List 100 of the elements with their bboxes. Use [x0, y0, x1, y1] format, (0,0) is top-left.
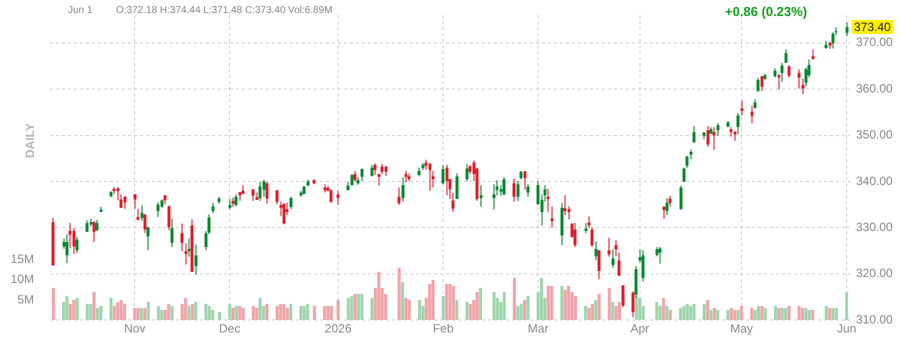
- bar: [404, 298, 408, 320]
- bar: [550, 286, 554, 320]
- bar: [452, 286, 455, 320]
- bar: [232, 308, 235, 320]
- bar: [370, 298, 374, 320]
- bar: [804, 308, 808, 320]
- bar: [516, 306, 520, 320]
- bar: [787, 306, 791, 320]
- bar: [777, 308, 780, 320]
- bar: [204, 304, 208, 320]
- y2-tick-label: 15M: [10, 252, 34, 266]
- bar: [92, 292, 96, 320]
- y2-tick-label: 10M: [10, 272, 34, 286]
- bar: [330, 306, 333, 320]
- bar: [756, 306, 760, 320]
- bar: [167, 304, 170, 320]
- bar: [455, 300, 458, 320]
- y-tick-label: 340.00: [856, 174, 894, 188]
- bar: [89, 304, 92, 320]
- bar: [160, 310, 164, 320]
- bar: [478, 288, 482, 320]
- x-tick-label: Nov: [124, 322, 146, 336]
- bar: [350, 296, 354, 320]
- bar: [109, 298, 113, 320]
- bar: [258, 298, 262, 320]
- bar: [736, 310, 740, 320]
- bar: [360, 294, 364, 320]
- bar: [238, 306, 242, 320]
- bar: [523, 300, 526, 320]
- bar: [709, 310, 713, 320]
- bar: [611, 302, 614, 320]
- y2-tick-label: 5M: [17, 292, 34, 306]
- text: 373.40: [852, 20, 893, 34]
- bar: [689, 306, 692, 320]
- annotation: Vol:6.89M: [288, 4, 332, 17]
- bar: [712, 308, 716, 320]
- bar: [302, 306, 306, 320]
- bar: [323, 306, 326, 320]
- y-tick-label: 350.00: [856, 128, 894, 142]
- bar: [68, 304, 72, 320]
- bar: [112, 306, 116, 320]
- bar: [286, 308, 289, 320]
- annotation: O:372.18 H:374.44 L:371.48 C:373.40: [116, 4, 286, 17]
- bar: [740, 306, 744, 320]
- bar: [194, 302, 198, 320]
- bar: [326, 306, 330, 320]
- bar: [211, 310, 214, 320]
- bar: [520, 304, 523, 320]
- annotation: Jun 1: [68, 4, 92, 17]
- bar: [65, 296, 68, 320]
- bar: [754, 310, 757, 320]
- bar: [448, 284, 452, 320]
- bar: [655, 302, 658, 320]
- bar: [733, 310, 736, 320]
- candlestick: [480, 185, 482, 207]
- bar: [750, 308, 754, 320]
- x-tick-label: May: [730, 322, 753, 336]
- bar: [289, 304, 292, 320]
- bar: [594, 300, 598, 320]
- text: DAILY: [23, 123, 37, 158]
- bar: [187, 306, 191, 320]
- bar: [116, 302, 120, 320]
- bar: [208, 306, 211, 320]
- bar: [276, 306, 279, 320]
- bar: [96, 308, 99, 320]
- y-tick-label: 360.00: [856, 81, 894, 96]
- bar: [278, 304, 282, 320]
- bar: [526, 296, 530, 320]
- bar: [584, 306, 588, 320]
- annotation: +0.86 (0.23%): [725, 4, 808, 19]
- bar: [512, 278, 516, 320]
- bar: [492, 292, 496, 320]
- bar: [546, 286, 550, 320]
- bar: [692, 304, 696, 320]
- bar: [665, 306, 668, 320]
- bar: [143, 308, 146, 320]
- bar: [845, 292, 848, 320]
- bar: [780, 308, 784, 320]
- bar: [99, 306, 102, 320]
- bar: [587, 308, 591, 320]
- bar: [445, 284, 448, 320]
- bar: [682, 306, 686, 320]
- bar: [590, 304, 594, 320]
- bar: [418, 300, 422, 320]
- x-tick-label: Apr: [630, 322, 650, 336]
- bar: [774, 306, 777, 320]
- bar: [726, 310, 730, 320]
- bar: [784, 308, 788, 320]
- bar: [502, 292, 506, 320]
- bar: [706, 300, 710, 320]
- bar: [72, 300, 76, 320]
- bar: [242, 308, 245, 320]
- bar: [798, 306, 801, 320]
- bar: [468, 304, 472, 320]
- bar: [218, 312, 222, 320]
- bar: [801, 308, 804, 320]
- x-tick-label: Dec: [218, 322, 240, 336]
- bar: [184, 298, 188, 320]
- bar: [76, 298, 79, 320]
- bar: [170, 306, 174, 320]
